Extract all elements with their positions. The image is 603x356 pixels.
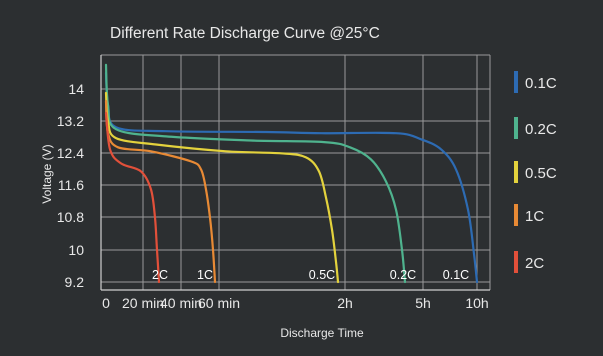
grid [101,54,491,290]
x-tick-label-20-min: 20 min [122,295,164,311]
x-tick-label-40-min: 40 min [160,295,202,311]
y-tick-label-10: 10 [68,242,84,258]
y-tick-label-13-2: 13.2 [57,113,84,129]
y-tick-label-11-6: 11.6 [58,177,84,193]
y-axis-title: Voltage (V) [40,144,54,203]
legend-label-0-5c: 0.5C [525,165,557,182]
chart-title: Different Rate Discharge Curve @25°C [110,25,380,42]
legend-label-1c: 1C [525,208,544,225]
legend-label-0-1c: 0.1C [525,75,557,92]
curve-label-2c: 2C [152,268,168,282]
x-tick-label-60-min: 60 min [198,295,240,311]
legend-label-0-2c: 0.2C [525,121,557,138]
legend-label-2c: 2C [525,255,544,272]
series-line-0-2c [104,63,407,284]
series-line-2c [104,112,161,284]
y-tick-label-14: 14 [68,81,84,97]
legend: 0.1C 0.2C 0.5C 1C 2C [514,71,557,273]
legend-swatch-1c [514,204,518,226]
curve-label-0-2c: 0.2C [390,268,416,282]
series-line-0-5c [104,91,340,284]
legend-swatch-0-1c [514,71,518,93]
x-axis-title: Discharge Time [280,326,364,340]
x-tick-label-2h: 2h [337,295,353,311]
curve-label-0-5c: 0.5C [309,268,335,282]
legend-swatch-0-2c [514,117,518,139]
curve-labels: 0.1C 0.2C 0.5C 1C 2C [152,268,469,282]
series-line-0-1c [104,71,479,284]
series-line-1c [104,100,217,284]
x-tick-label-0: 0 [102,295,110,311]
curve-label-0-1c: 0.1C [443,268,469,282]
y-tick-label-9-2: 9.2 [65,274,85,290]
y-tick-label-12-4: 12.4 [57,145,84,161]
legend-swatch-2c [514,251,518,273]
legend-swatch-0-5c [514,161,518,183]
x-tick-label-5h: 5h [415,295,431,311]
curves [104,63,479,284]
curve-label-1c: 1C [197,268,213,282]
y-tick-label-10-8: 10.8 [57,209,84,225]
x-tick-label-10h: 10h [465,295,488,311]
